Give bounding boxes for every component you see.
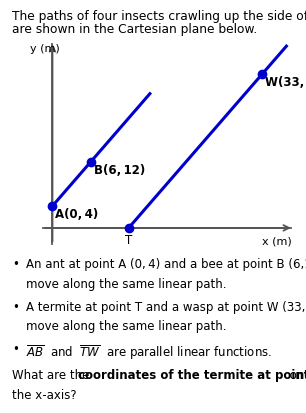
Text: W(33, 28): W(33, 28) <box>265 76 306 89</box>
Text: on: on <box>286 369 304 382</box>
Text: move along the same linear path.: move along the same linear path. <box>26 320 226 333</box>
Text: the x-axis?: the x-axis? <box>12 389 77 401</box>
Text: y (m): y (m) <box>30 44 60 54</box>
Text: are shown in the Cartesian plane below.: are shown in the Cartesian plane below. <box>12 23 257 36</box>
Text: coordinates of the termite at point T: coordinates of the termite at point T <box>78 369 306 382</box>
Text: A termite at point T and a wasp at point W (33, 28): A termite at point T and a wasp at point… <box>26 301 306 313</box>
Text: A(0, 4): A(0, 4) <box>55 208 98 221</box>
Text: The paths of four insects crawling up the side of a building: The paths of four insects crawling up th… <box>12 10 306 23</box>
Text: An ant at point A (0, 4) and a bee at point B (6,12): An ant at point A (0, 4) and a bee at po… <box>26 258 306 271</box>
Text: move along the same linear path.: move along the same linear path. <box>26 278 226 291</box>
Text: •: • <box>12 258 19 271</box>
Text: •: • <box>12 343 19 356</box>
Text: B(6, 12): B(6, 12) <box>94 164 145 177</box>
Text: What are the                                                                 on: What are the on <box>12 369 261 382</box>
Text: •: • <box>12 301 19 313</box>
Text: What are the: What are the <box>12 369 93 382</box>
Text: x (m): x (m) <box>262 236 292 246</box>
Text: T: T <box>125 235 132 247</box>
Text: $\overline{AB}$  and  $\overline{TW}$  are parallel linear functions.: $\overline{AB}$ and $\overline{TW}$ are … <box>26 343 272 362</box>
